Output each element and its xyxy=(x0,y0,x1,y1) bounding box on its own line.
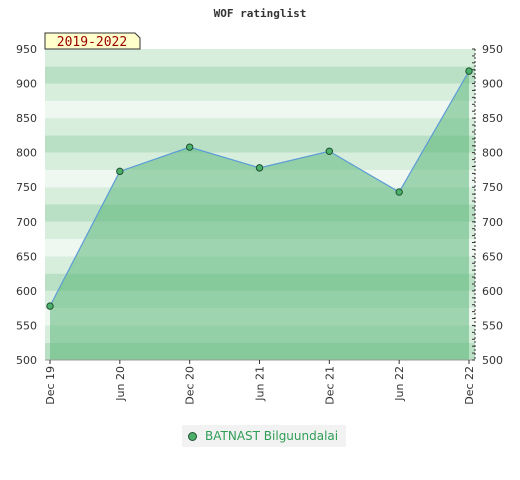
chart-title: WOF ratinglist xyxy=(214,7,307,20)
y-tick-label-left: 650 xyxy=(16,250,37,263)
x-tick-label: Dec 20 xyxy=(184,366,197,405)
y-tick-label-right: 950 xyxy=(482,43,503,56)
period-badge-box xyxy=(44,32,141,50)
data-point[interactable] xyxy=(395,188,403,196)
y-tick-label-right: 600 xyxy=(482,285,503,298)
period-badge-text: 2019-2022 xyxy=(57,35,127,50)
legend-label: BATNAST Bilguundalai xyxy=(205,429,339,443)
data-point[interactable] xyxy=(255,164,264,172)
grid-band xyxy=(45,118,475,136)
y-axis-right: 500 550 600 650 700 750 800 850 900 950 xyxy=(482,43,503,367)
x-axis: Dec 19 Jun 20 Dec 20 Jun 21 Dec 21 Jun 22 Dec … xyxy=(44,360,476,405)
data-points xyxy=(46,67,473,310)
x-tick-label: Jun 20 xyxy=(114,366,127,402)
y-tick-label-right: 700 xyxy=(482,216,503,229)
y-axis-left: 500 550 600 650 700 750 800 850 900 950 xyxy=(16,43,37,367)
data-point[interactable] xyxy=(465,67,473,75)
y-tick-label-left: 700 xyxy=(16,216,37,229)
y-tick-label-right: 550 xyxy=(482,319,503,332)
y-tick-label-right: 500 xyxy=(482,354,503,367)
data-point[interactable] xyxy=(325,147,334,155)
x-tick-label: Dec 21 xyxy=(323,366,336,405)
x-tick-label: Dec 22 xyxy=(463,366,476,405)
x-tick-label: Dec 19 xyxy=(44,366,57,405)
legend-marker xyxy=(188,431,197,441)
y-tick-label-left: 550 xyxy=(16,319,37,332)
x-tick-label: Jun 21 xyxy=(254,366,267,402)
y-tick-label-right: 650 xyxy=(482,250,503,263)
series-area xyxy=(50,71,469,361)
grid-band xyxy=(45,135,475,153)
y-tick-label-left: 750 xyxy=(16,181,37,194)
grid-band xyxy=(45,100,475,119)
y-tick-label-left: 900 xyxy=(16,78,37,91)
legend: BATNAST Bilguundalai xyxy=(182,425,347,447)
y-tick-label-right: 800 xyxy=(482,147,503,160)
y-tick-label-left: 850 xyxy=(16,112,37,125)
y-tick-label-right: 850 xyxy=(482,112,503,125)
data-point[interactable] xyxy=(116,167,124,176)
y-tick-label-left: 600 xyxy=(16,285,37,298)
y-tick-label-right: 750 xyxy=(482,181,503,194)
y-tick-label-right: 900 xyxy=(482,78,503,91)
grid-band xyxy=(45,83,475,101)
y-tick-label-left: 800 xyxy=(16,147,37,160)
x-tick-label: Jun 22 xyxy=(393,366,406,402)
y-tick-label-left: 950 xyxy=(16,43,37,56)
data-point[interactable] xyxy=(185,143,194,151)
grid-band xyxy=(45,66,475,84)
grid-band xyxy=(45,49,475,67)
y-tick-label-left: 500 xyxy=(16,354,37,367)
period-badge: 2019-2022 xyxy=(44,32,141,50)
data-point[interactable] xyxy=(46,302,54,310)
